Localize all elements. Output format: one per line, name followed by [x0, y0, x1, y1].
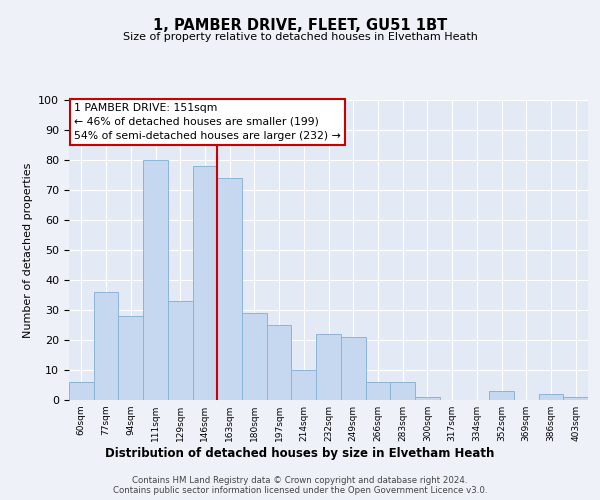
Text: Distribution of detached houses by size in Elvetham Heath: Distribution of detached houses by size …	[106, 448, 494, 460]
Text: 1 PAMBER DRIVE: 151sqm
← 46% of detached houses are smaller (199)
54% of semi-de: 1 PAMBER DRIVE: 151sqm ← 46% of detached…	[74, 103, 341, 141]
Bar	[390, 382, 415, 400]
Text: 1, PAMBER DRIVE, FLEET, GU51 1BT: 1, PAMBER DRIVE, FLEET, GU51 1BT	[153, 18, 447, 32]
Text: Contains HM Land Registry data © Crown copyright and database right 2024.
Contai: Contains HM Land Registry data © Crown c…	[113, 476, 487, 495]
Bar	[143, 160, 168, 400]
Bar	[563, 397, 588, 400]
Bar	[539, 394, 563, 400]
Bar	[365, 382, 390, 400]
Bar	[193, 166, 217, 400]
Y-axis label: Number of detached properties: Number of detached properties	[23, 162, 33, 338]
Bar	[415, 397, 440, 400]
Bar	[489, 391, 514, 400]
Bar	[94, 292, 118, 400]
Text: Size of property relative to detached houses in Elvetham Heath: Size of property relative to detached ho…	[122, 32, 478, 42]
Bar	[118, 316, 143, 400]
Bar	[267, 325, 292, 400]
Bar	[69, 382, 94, 400]
Bar	[242, 313, 267, 400]
Bar	[341, 337, 365, 400]
Bar	[316, 334, 341, 400]
Bar	[217, 178, 242, 400]
Bar	[292, 370, 316, 400]
Bar	[168, 301, 193, 400]
